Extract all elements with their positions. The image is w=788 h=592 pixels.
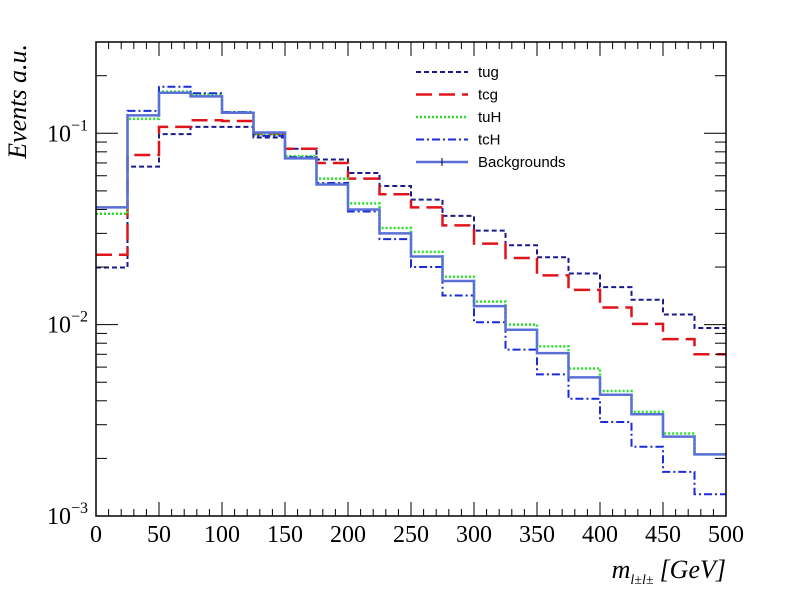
series-backgrounds-line <box>96 91 726 456</box>
legend-label-tcg: tcg <box>478 87 498 104</box>
x-tick-label: 300 <box>456 522 492 548</box>
series-tug-line <box>96 125 726 330</box>
x-tick-label: 200 <box>330 522 366 548</box>
y-tick-label: 10−2 <box>47 309 88 339</box>
y-axis-title: Events a.u. <box>3 44 32 160</box>
plot-frame <box>95 41 727 517</box>
legend-label-tug: tug <box>478 64 499 81</box>
x-tick-label: 0 <box>90 522 102 548</box>
x-tick-label: 100 <box>204 522 240 548</box>
x-axis-title: ml±l± [GeV] <box>612 555 726 588</box>
series-tch-line <box>96 85 726 496</box>
series-tcg-line <box>96 119 726 356</box>
x-tick-label: 450 <box>645 522 681 548</box>
legend-label-tch: tcH <box>478 132 501 149</box>
x-axis-title-subscript: l±l± <box>630 573 653 588</box>
legend-label-tuh: tuH <box>478 109 501 126</box>
x-tick-label: 400 <box>582 522 618 548</box>
x-tick-label: 350 <box>519 522 555 548</box>
x-tick-label: 250 <box>393 522 429 548</box>
y-tick-label: 10−3 <box>47 500 88 530</box>
x-tick-label: 50 <box>147 522 171 548</box>
legend-label-backgrounds: Backgrounds <box>478 154 566 171</box>
y-tick-label: 10−1 <box>47 117 88 147</box>
x-tick-label: 150 <box>267 522 303 548</box>
x-axis-title-main: m <box>612 555 631 584</box>
legend: tug tcg tuH tcH Backgrounds <box>416 64 566 171</box>
x-tick-label: 500 <box>708 522 744 548</box>
x-axis-title-unit: [GeV] <box>660 555 726 584</box>
